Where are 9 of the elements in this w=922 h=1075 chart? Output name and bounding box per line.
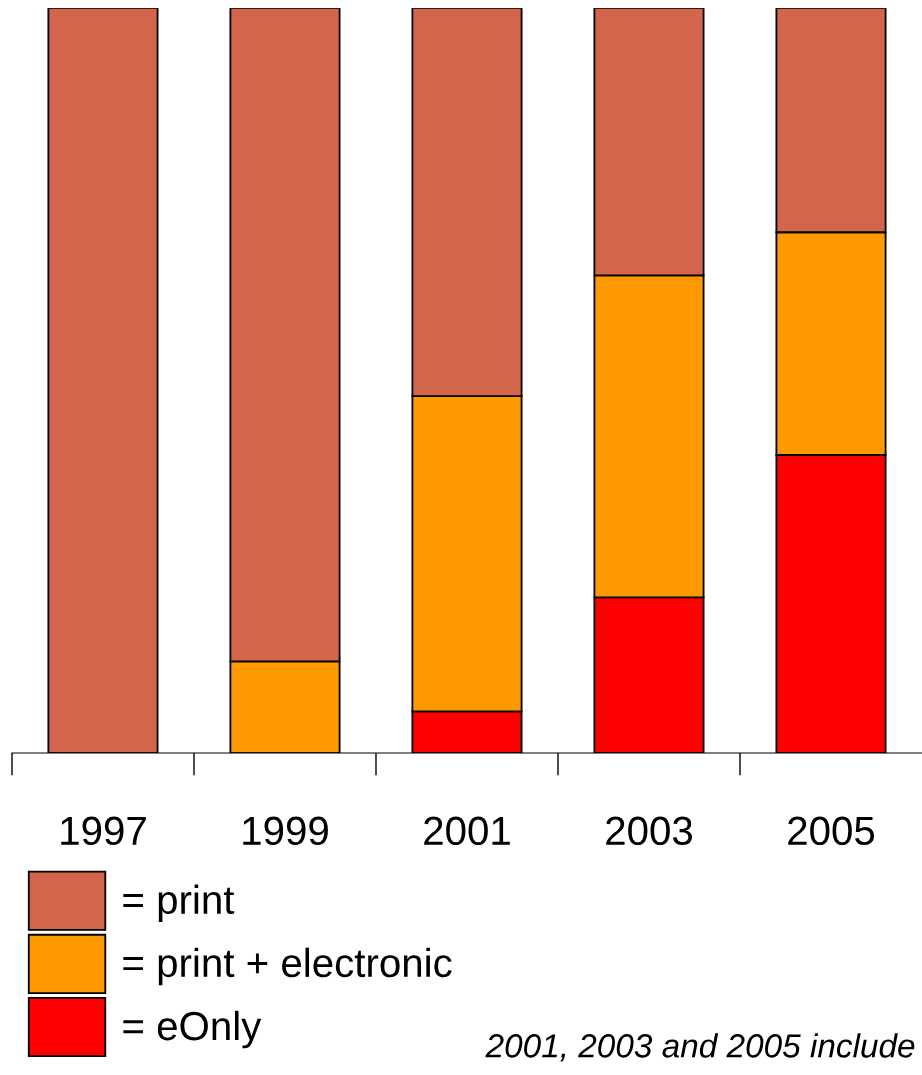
- text: 2001, 2003 and 2005 include: [485, 1033, 915, 1062]
- x-tick-label: 1997: [61, 816, 146, 846]
- x-tick-label: 2003: [606, 816, 693, 846]
- legend-label: = print + electronic: [123, 947, 452, 986]
- x-tick-label: 1999: [243, 816, 328, 846]
- x-tick-label: 2001: [424, 816, 510, 846]
- legend-label: = eOnly: [123, 1010, 262, 1049]
- legend-label: = print: [123, 884, 235, 923]
- x-tick-label: 2005: [788, 816, 875, 846]
